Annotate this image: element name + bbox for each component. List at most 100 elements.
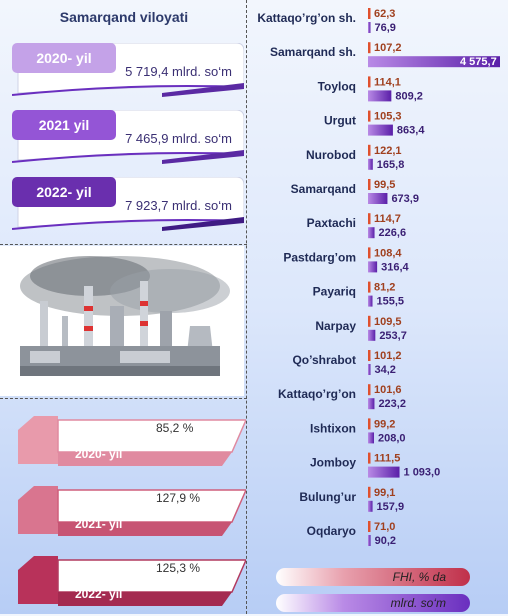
growth-card-2022: 125,3 % 2022- yil <box>10 548 248 606</box>
category-label: Samarqand <box>291 182 356 196</box>
fhi-value-label: 114,7 <box>374 213 401 225</box>
category-label: Toyloq <box>318 79 356 93</box>
fhi-value-label: 111,5 <box>374 453 400 465</box>
growth-value: 125,3 % <box>156 561 201 575</box>
district-bar-chart: Kattaqo’rg’on sh. 62,3 76,9 Samarqand sh. 10… <box>257 8 500 547</box>
year-label: 2020- yil <box>12 43 116 73</box>
mlrd-value-label: 208,0 <box>378 432 406 444</box>
fhi-bar <box>368 247 371 259</box>
legend-label: FHI, % da <box>392 570 446 584</box>
category-label: Bulung’ur <box>299 490 356 504</box>
fhi-value-label: 108,4 <box>374 247 402 259</box>
mlrd-bar <box>368 22 371 33</box>
fhi-bar <box>368 315 371 327</box>
mlrd-bar <box>368 261 378 273</box>
legend-item-mlrd: mlrd. so‘m <box>276 594 470 616</box>
mlrd-value-label: 155,5 <box>376 296 404 308</box>
fhi-value-label: 99,2 <box>374 418 395 430</box>
legend-item-fhi: FHI, % da <box>276 568 470 590</box>
year-label: 2022- yil <box>12 177 116 207</box>
year-label: 2021 yil <box>12 110 116 140</box>
mlrd-value-label: 673,9 <box>391 193 419 205</box>
category-label: Urgut <box>324 114 356 128</box>
fhi-bar <box>368 144 371 156</box>
fhi-bar <box>368 213 371 225</box>
mlrd-bar <box>368 124 393 136</box>
fhi-bar <box>368 418 371 430</box>
fhi-value-label: 62,3 <box>374 8 395 20</box>
mlrd-bar <box>368 329 376 341</box>
mlrd-value-label: 223,2 <box>378 398 406 410</box>
fhi-bar <box>368 42 371 54</box>
growth-value: 127,9 % <box>156 491 201 505</box>
mlrd-value-label: 226,6 <box>379 227 407 239</box>
category-label: Narpay <box>315 319 356 333</box>
category-label: Samarqand sh. <box>270 45 356 59</box>
divider <box>246 0 247 614</box>
factory-illustration <box>0 246 244 396</box>
mlrd-value-label: 157,9 <box>377 501 405 513</box>
fhi-value-label: 122,1 <box>374 145 402 157</box>
mlrd-bar <box>368 535 371 546</box>
fhi-bar <box>368 179 371 190</box>
fhi-value-label: 107,2 <box>374 42 402 54</box>
category-label: Kattaqo’rg’on <box>278 387 356 401</box>
mlrd-value-label: 863,4 <box>397 125 425 137</box>
legend-label: mlrd. so‘m <box>390 596 446 610</box>
year-card-2020: 2020- yil 5 719,4 mlrd. so‘m <box>12 43 244 101</box>
card-shape <box>18 556 248 606</box>
year-card-2022: 2022- yil 7 923,7 mlrd. so‘m <box>12 177 244 235</box>
fhi-value-label: 101,2 <box>374 350 402 362</box>
category-label: Payariq <box>313 285 356 299</box>
mlrd-value-label: 165,8 <box>377 159 405 171</box>
category-label: Nurobod <box>306 148 356 162</box>
mlrd-value-label: 4 575,7 <box>460 56 497 68</box>
legend-swatch <box>276 594 470 612</box>
mlrd-bar <box>368 56 500 68</box>
year-value: 7 923,7 mlrd. so‘m <box>125 198 232 213</box>
mlrd-value-label: 1 093,0 <box>404 467 441 479</box>
card-shape <box>18 486 248 536</box>
fhi-value-label: 101,6 <box>374 384 402 396</box>
year-value: 5 719,4 mlrd. so‘m <box>125 64 232 79</box>
mlrd-bar <box>368 158 373 170</box>
fhi-value-label: 105,3 <box>374 111 402 123</box>
fhi-value-label: 99,5 <box>374 179 395 191</box>
mlrd-bar <box>368 90 392 102</box>
category-label: Jomboy <box>310 456 356 470</box>
fhi-bar <box>368 452 371 464</box>
mlrd-value-label: 34,2 <box>375 364 396 376</box>
fhi-value-label: 71,0 <box>374 521 395 533</box>
growth-value: 85,2 % <box>156 421 194 435</box>
card-shape <box>18 416 248 466</box>
mlrd-bar <box>368 500 373 512</box>
mlrd-value-label: 316,4 <box>381 261 409 273</box>
legend-swatch <box>276 568 470 586</box>
mlrd-bar <box>368 398 375 410</box>
mlrd-bar <box>368 227 375 239</box>
mlrd-value-label: 90,2 <box>375 535 396 547</box>
category-label: Oqdaryo <box>307 524 356 538</box>
category-label: Paxtachi <box>307 216 356 230</box>
category-label: Kattaqo’rg’on sh. <box>257 11 356 25</box>
mlrd-bar <box>368 295 373 307</box>
growth-card-2021: 127,9 % 2021- yil <box>10 478 248 536</box>
growth-year-label: 2021- yil <box>75 517 123 531</box>
year-card-2021: 2021 yil 7 465,9 mlrd. so‘m <box>12 110 244 168</box>
page-title: Samarqand viloyati <box>59 9 189 25</box>
mlrd-bar <box>368 364 371 375</box>
divider <box>0 398 247 399</box>
fhi-value-label: 81,2 <box>374 282 395 294</box>
mlrd-bar <box>368 193 388 204</box>
fhi-value-label: 114,1 <box>374 76 401 88</box>
mlrd-value-label: 76,9 <box>375 22 396 34</box>
fhi-bar <box>368 384 371 396</box>
fhi-bar <box>368 110 371 122</box>
mlrd-value-label: 809,2 <box>395 90 423 102</box>
category-label: Pastdarg’om <box>283 250 356 264</box>
category-label: Ishtixon <box>310 421 356 435</box>
fhi-bar <box>368 8 371 19</box>
divider <box>0 244 247 245</box>
fhi-value-label: 109,5 <box>374 316 402 328</box>
growth-year-label: 2022- yil <box>75 587 123 601</box>
